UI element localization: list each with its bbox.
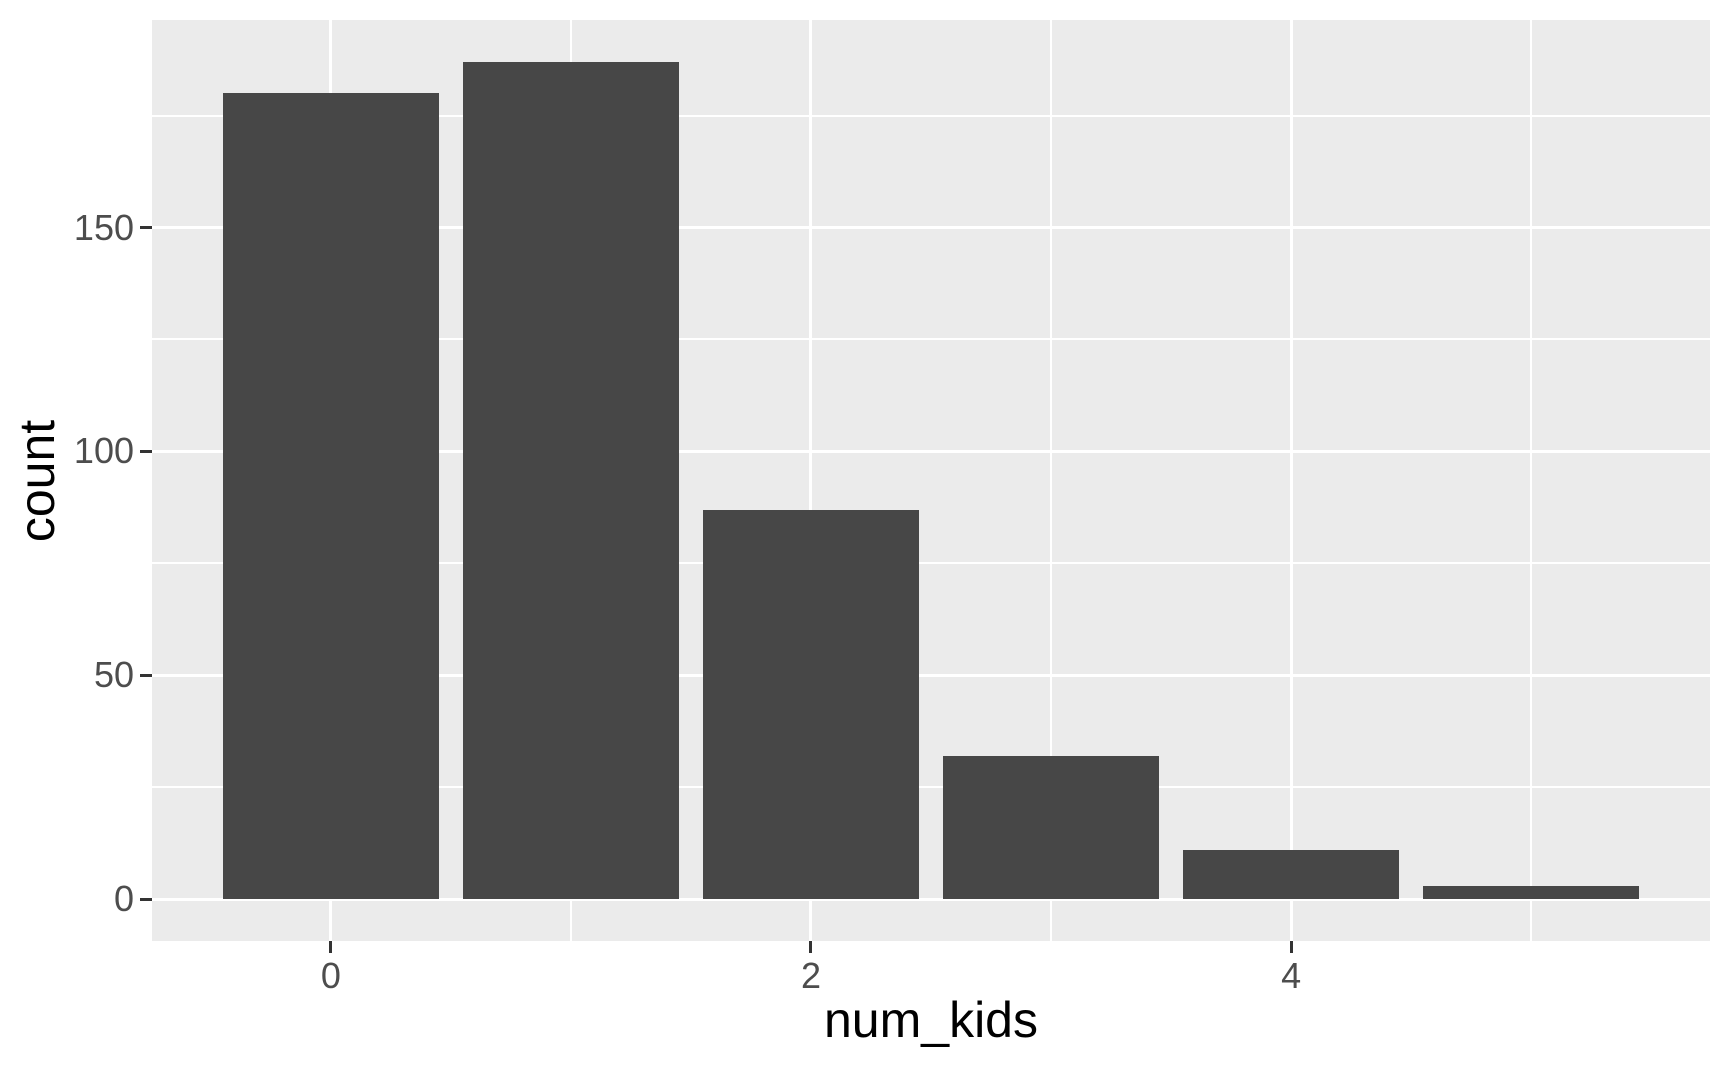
x-tick-label: 2 bbox=[800, 955, 821, 996]
h-gridline-minor bbox=[152, 114, 1710, 117]
v-gridline-minor bbox=[1050, 20, 1053, 941]
bar-x5 bbox=[1423, 885, 1640, 900]
y-tick-label: 100 bbox=[73, 430, 134, 472]
y-tick-label: 0 bbox=[113, 878, 134, 920]
v-gridline-major bbox=[809, 20, 813, 941]
bar-x4 bbox=[1183, 849, 1400, 900]
y-tick-mark bbox=[140, 897, 152, 901]
x-tick-mark bbox=[1289, 941, 1293, 953]
h-gridline-minor bbox=[152, 562, 1710, 565]
h-gridline-major bbox=[152, 673, 1710, 677]
x-axis-title: num_kids bbox=[824, 992, 1038, 1048]
h-gridline-minor bbox=[152, 786, 1710, 789]
h-gridline-minor bbox=[152, 338, 1710, 341]
y-tick-mark bbox=[140, 226, 152, 230]
y-tick-label: 150 bbox=[73, 206, 134, 248]
y-tick-mark bbox=[140, 673, 152, 677]
y-tick-label: 50 bbox=[93, 654, 134, 696]
v-gridline-minor bbox=[1530, 20, 1533, 941]
bar-x2 bbox=[702, 509, 919, 900]
bar-x1 bbox=[462, 61, 679, 900]
h-gridline-major bbox=[152, 449, 1710, 453]
x-tick-mark bbox=[809, 941, 813, 953]
bar-x3 bbox=[943, 755, 1160, 900]
plot-panel bbox=[152, 20, 1710, 941]
v-gridline-major bbox=[1289, 20, 1293, 941]
h-gridline-major bbox=[152, 897, 1710, 901]
y-tick-mark bbox=[140, 449, 152, 453]
bar-x0 bbox=[222, 93, 439, 900]
x-tick-label: 0 bbox=[320, 955, 341, 996]
x-tick-mark bbox=[329, 941, 333, 953]
x-tick-label: 4 bbox=[1281, 955, 1302, 996]
h-gridline-major bbox=[152, 226, 1710, 230]
